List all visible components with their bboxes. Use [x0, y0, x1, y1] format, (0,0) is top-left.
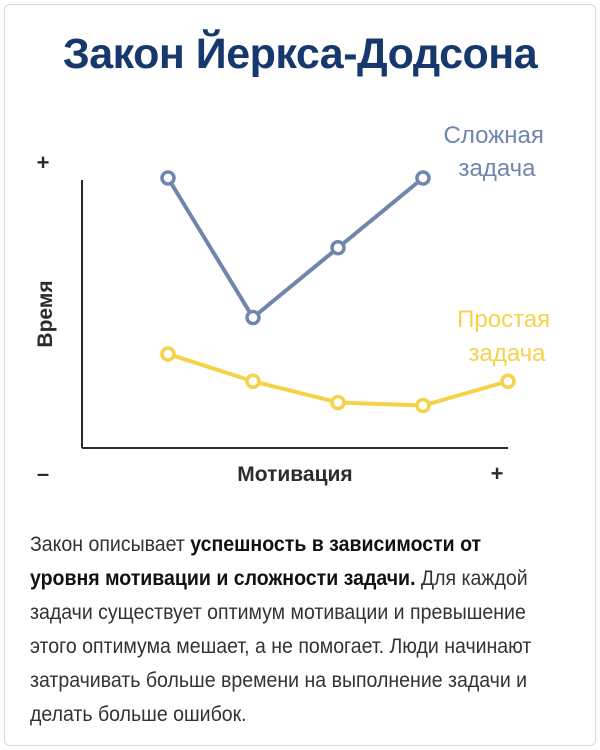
- description-body: Для каждой задачи существует оптимум мот…: [30, 567, 532, 726]
- data-point-complex-2: [245, 309, 261, 326]
- data-point-complex-3: [330, 240, 346, 256]
- x-axis-title: Мотивация: [237, 463, 352, 486]
- plot-area: [160, 170, 516, 414]
- data-point-simple-3: [330, 394, 346, 411]
- data-point-simple-1: [160, 346, 176, 362]
- legend-simple-line2: задача: [468, 340, 546, 367]
- data-point-complex-1: [160, 170, 176, 186]
- data-point-simple-2: [245, 373, 261, 390]
- series-line-complex: [166, 176, 425, 320]
- x-min-label: –: [37, 461, 49, 486]
- y-max-label: +: [37, 150, 50, 175]
- legend-simple-line1: Простая: [457, 306, 550, 333]
- description-intro: Закон описывает: [30, 533, 191, 556]
- description: Закон описывает успешность в зависимости…: [30, 528, 537, 732]
- y-axis-title: Время: [34, 280, 57, 347]
- description-emphasis: успешность в зависимости от уровня мотив…: [30, 533, 482, 590]
- legend-complex-line2: задача: [458, 155, 536, 182]
- infographic-card: [4, 4, 596, 746]
- data-point-simple-5: [500, 373, 516, 390]
- line-chart: + – + Мотивация Время Сложная задача Про…: [34, 122, 557, 486]
- page-title: Закон Йеркса-Додсона: [62, 30, 538, 78]
- legend-complex-line1: Сложная: [443, 122, 543, 149]
- data-point-simple-4: [415, 397, 431, 414]
- x-max-label: +: [491, 461, 504, 486]
- legend-simple-task: Простая задача: [457, 306, 557, 367]
- data-point-complex-4: [415, 170, 431, 186]
- legend-complex-task: Сложная задача: [443, 122, 550, 182]
